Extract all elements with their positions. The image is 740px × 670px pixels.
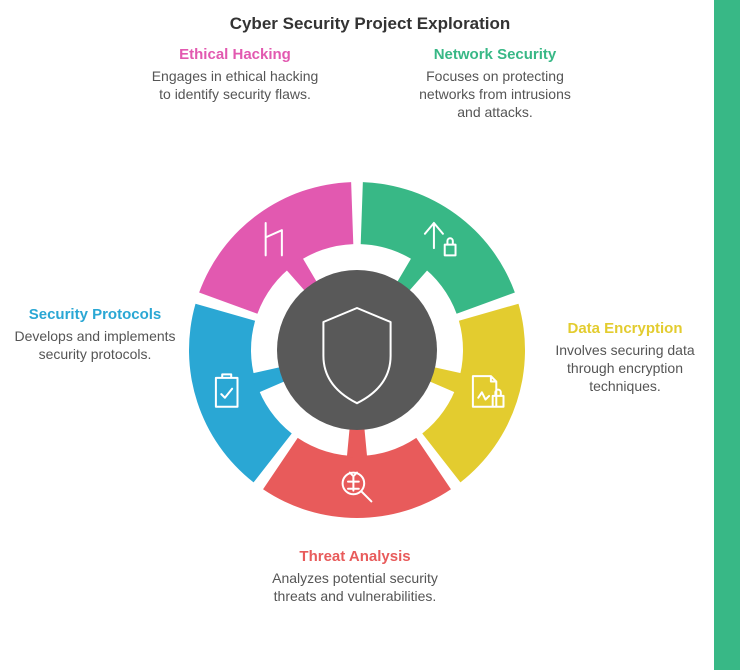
label-security-protocols: Security Protocols Develops and implement…	[10, 306, 180, 363]
label-ethical-hacking: Ethical Hacking Engages in ethical hackin…	[150, 46, 320, 103]
label-body-data-encryption: Involves securing data through encryptio…	[540, 341, 710, 396]
label-body-network-security: Focuses on protecting networks from intr…	[410, 67, 580, 122]
hub	[277, 270, 437, 430]
label-body-security-protocols: Develops and implements security protoco…	[10, 327, 180, 363]
label-title-threat-analysis: Threat Analysis	[270, 548, 440, 565]
label-title-data-encryption: Data Encryption	[540, 320, 710, 337]
label-title-network-security: Network Security	[410, 46, 580, 63]
label-title-ethical-hacking: Ethical Hacking	[150, 46, 320, 63]
label-threat-analysis: Threat Analysis Analyzes potential securi…	[270, 548, 440, 605]
label-body-ethical-hacking: Engages in ethical hacking to identify s…	[150, 67, 320, 103]
spoke-threat-analysis	[347, 428, 367, 458]
segment-security-protocols	[189, 304, 292, 483]
label-title-security-protocols: Security Protocols	[10, 306, 180, 323]
label-data-encryption: Data Encryption Involves securing data th…	[540, 320, 710, 396]
label-network-security: Network Security Focuses on protecting ne…	[410, 46, 580, 122]
label-body-threat-analysis: Analyzes potential security threats and …	[270, 569, 440, 605]
